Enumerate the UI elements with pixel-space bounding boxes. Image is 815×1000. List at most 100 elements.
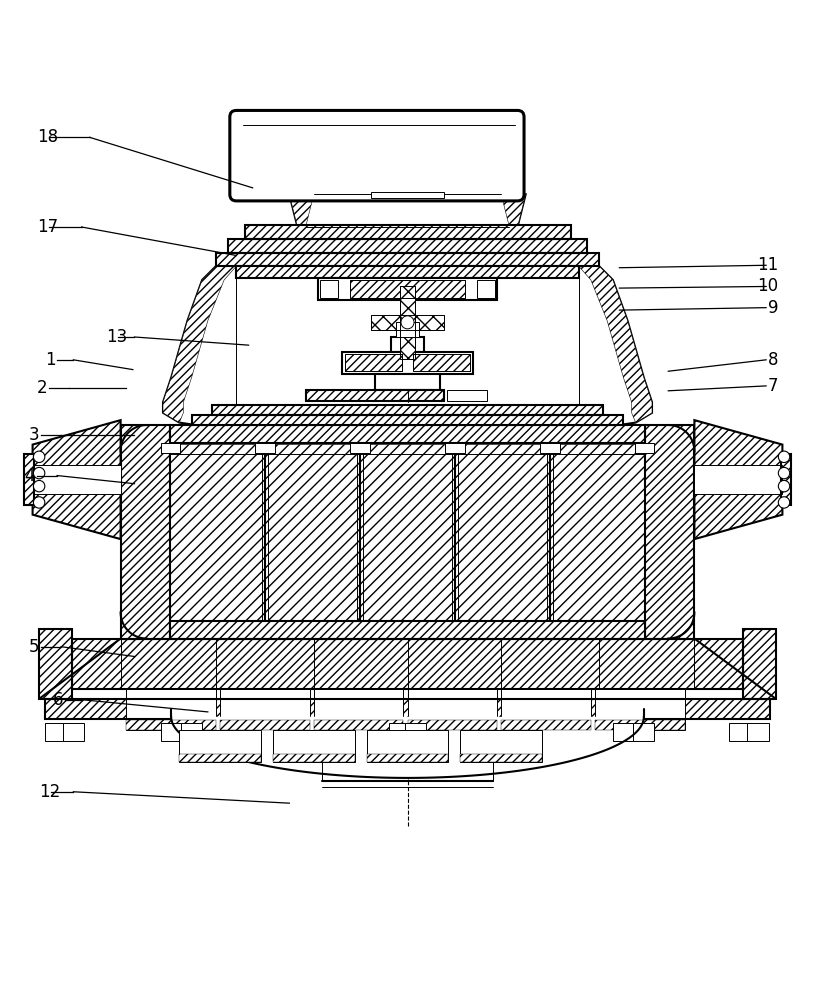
Bar xyxy=(694,465,782,494)
Bar xyxy=(455,444,550,620)
Text: 1: 1 xyxy=(45,351,55,369)
Bar xyxy=(170,444,265,620)
Bar xyxy=(400,286,415,359)
Bar xyxy=(633,723,654,741)
Bar xyxy=(645,425,694,639)
Bar xyxy=(350,280,465,298)
Bar xyxy=(170,621,645,639)
Bar xyxy=(216,253,599,266)
Bar xyxy=(645,425,694,639)
Bar xyxy=(39,629,72,699)
Bar xyxy=(170,425,645,639)
Bar xyxy=(126,689,216,730)
Bar xyxy=(367,730,448,762)
Polygon shape xyxy=(501,194,526,227)
Polygon shape xyxy=(163,266,236,423)
Bar xyxy=(33,465,121,494)
Bar xyxy=(314,689,403,730)
Bar xyxy=(371,315,444,330)
Bar xyxy=(413,354,470,371)
Bar xyxy=(45,699,770,719)
Bar xyxy=(45,723,66,741)
Bar xyxy=(161,723,182,741)
Bar xyxy=(350,280,465,298)
Circle shape xyxy=(778,467,790,479)
Bar xyxy=(273,730,355,762)
Bar xyxy=(192,415,623,425)
Text: 3: 3 xyxy=(29,426,39,444)
Bar xyxy=(265,444,360,620)
Text: 17: 17 xyxy=(37,218,58,236)
Bar xyxy=(595,720,685,730)
Polygon shape xyxy=(163,266,652,425)
Bar xyxy=(367,754,448,762)
Bar xyxy=(408,720,497,730)
Bar xyxy=(244,225,570,239)
Bar xyxy=(371,315,444,330)
Bar xyxy=(39,629,72,699)
Bar xyxy=(400,286,415,359)
Text: 5: 5 xyxy=(29,638,39,656)
Bar xyxy=(747,723,769,741)
Bar xyxy=(24,454,34,505)
Bar xyxy=(405,723,426,741)
Text: 9: 9 xyxy=(768,299,778,317)
Bar xyxy=(320,280,338,298)
Bar xyxy=(181,723,202,741)
Bar xyxy=(255,443,275,453)
Text: 18: 18 xyxy=(37,128,58,146)
Bar xyxy=(212,405,603,415)
Bar xyxy=(389,723,410,741)
Bar xyxy=(179,754,261,762)
Text: 10: 10 xyxy=(757,277,778,295)
Bar xyxy=(121,425,170,639)
Bar xyxy=(236,266,579,278)
Bar xyxy=(781,454,791,505)
Bar xyxy=(613,723,634,741)
Polygon shape xyxy=(171,717,644,778)
Bar xyxy=(413,354,470,371)
Polygon shape xyxy=(289,194,526,227)
Bar xyxy=(350,443,370,453)
Bar xyxy=(342,352,473,374)
Bar xyxy=(306,390,444,401)
Text: 2: 2 xyxy=(37,379,47,397)
Bar xyxy=(161,443,180,453)
Bar xyxy=(170,425,645,443)
Circle shape xyxy=(33,467,45,479)
Bar xyxy=(212,405,603,415)
Bar xyxy=(595,689,685,730)
Bar xyxy=(447,390,487,401)
Bar xyxy=(550,444,645,620)
Bar xyxy=(345,354,402,371)
Bar xyxy=(220,689,310,730)
Bar xyxy=(445,443,465,453)
Bar xyxy=(391,337,424,352)
Circle shape xyxy=(778,497,790,508)
Bar xyxy=(375,374,440,390)
Text: 11: 11 xyxy=(757,256,778,274)
Bar xyxy=(540,443,560,453)
Bar xyxy=(45,699,770,719)
Bar xyxy=(216,253,599,266)
Bar xyxy=(192,415,623,425)
Bar xyxy=(396,322,419,337)
Bar xyxy=(345,354,402,371)
Bar xyxy=(501,720,591,730)
Text: 4: 4 xyxy=(24,467,35,485)
Text: 7: 7 xyxy=(768,377,778,395)
Bar xyxy=(63,723,84,741)
Bar xyxy=(306,390,444,401)
Bar xyxy=(743,629,776,699)
Bar xyxy=(24,454,34,505)
Polygon shape xyxy=(289,194,314,227)
Bar xyxy=(360,444,455,620)
Text: 12: 12 xyxy=(39,783,60,801)
Bar xyxy=(170,425,645,443)
Bar xyxy=(781,454,791,505)
Bar xyxy=(228,239,587,253)
Bar xyxy=(220,720,310,730)
Bar xyxy=(635,443,654,453)
Polygon shape xyxy=(579,266,652,423)
Bar xyxy=(501,689,591,730)
